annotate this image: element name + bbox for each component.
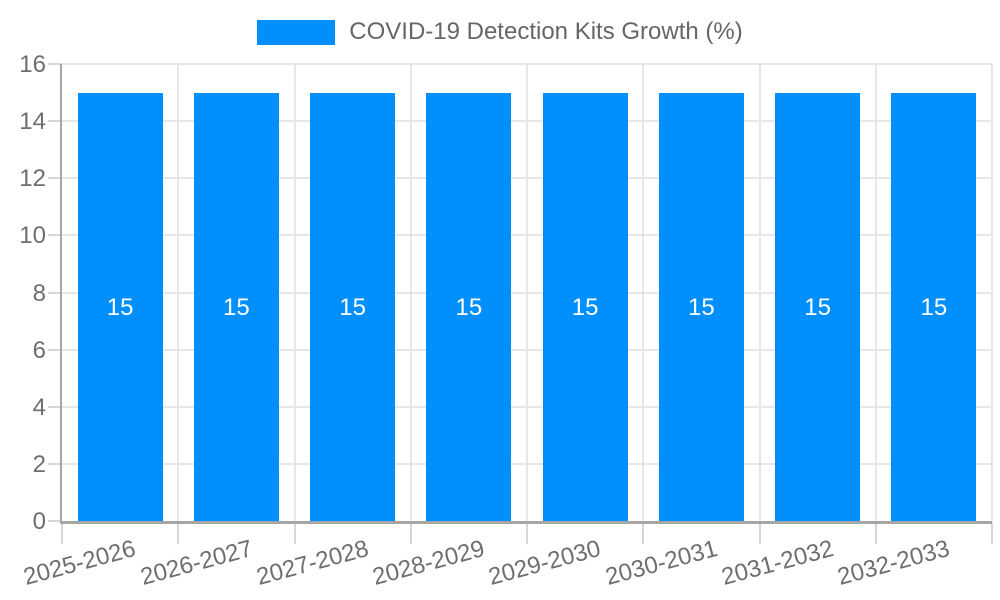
- x-axis-tick: [177, 523, 180, 544]
- bar-2028-2029[interactable]: [426, 92, 512, 521]
- y-axis-tick: [48, 520, 62, 522]
- gridline-vertical: [409, 64, 412, 521]
- x-axis-tick: [991, 523, 993, 544]
- y-axis-tick: [48, 234, 62, 237]
- y-axis-label: 16: [19, 51, 46, 78]
- bar-value-label: 15: [106, 293, 134, 321]
- x-axis-tick: [874, 523, 877, 544]
- x-axis-label: 2031-2032: [718, 535, 837, 591]
- x-axis-label: 2026-2027: [137, 535, 256, 591]
- bar-value-label: 15: [920, 293, 948, 321]
- x-axis-label: 2029-2030: [485, 535, 604, 591]
- bar-value-label: 15: [455, 293, 483, 321]
- bar-2025-2026[interactable]: [77, 92, 163, 521]
- x-axis-tick: [293, 523, 296, 544]
- y-axis-label: 12: [19, 165, 46, 193]
- legend-swatch: [257, 19, 336, 45]
- bar-value-label: 15: [339, 293, 366, 321]
- y-axis-line: [60, 64, 62, 523]
- legend-label: COVID-19 Detection Kits Growth (%): [349, 18, 743, 45]
- x-axis-tick: [642, 523, 645, 544]
- y-axis-label: 14: [19, 108, 46, 136]
- y-axis-label: 10: [19, 222, 46, 250]
- y-axis-label: 0: [32, 508, 46, 535]
- gridline-vertical: [642, 64, 645, 521]
- y-axis-tick: [48, 120, 62, 123]
- gridline-vertical: [874, 64, 877, 521]
- x-axis-label: 2025-2026: [20, 535, 139, 591]
- bar-2026-2027[interactable]: [193, 92, 279, 521]
- x-axis-baseline: [60, 521, 992, 524]
- gridline-vertical: [293, 64, 296, 521]
- x-axis-label: 2027-2028: [253, 535, 372, 591]
- bar-value-label: 15: [804, 293, 831, 321]
- y-axis-label: 6: [32, 336, 46, 364]
- gridline-vertical: [991, 64, 993, 521]
- x-axis-label: 2030-2031: [602, 535, 721, 591]
- gridline-vertical: [758, 64, 761, 521]
- y-axis-tick: [48, 462, 62, 465]
- y-axis-tick: [48, 291, 62, 294]
- y-axis-tick: [48, 405, 62, 408]
- y-axis-tick: [48, 348, 62, 351]
- bar-2032-2033[interactable]: [891, 92, 977, 521]
- gridline-vertical: [177, 64, 180, 521]
- x-axis-tick: [758, 523, 761, 544]
- x-axis-tick: [409, 523, 412, 544]
- legend[interactable]: COVID-19 Detection Kits Growth (%): [0, 17, 1000, 47]
- bar-value-label: 15: [223, 293, 250, 321]
- y-axis-tick: [48, 177, 62, 180]
- y-axis-tick: [48, 63, 62, 65]
- bar-value-label: 15: [688, 293, 715, 321]
- bar-2027-2028[interactable]: [310, 92, 396, 521]
- gridline-vertical: [526, 64, 528, 521]
- x-axis-tick: [61, 523, 63, 544]
- y-axis-label: 2: [32, 450, 46, 478]
- bar-value-label: 15: [571, 293, 599, 321]
- x-axis-tick: [526, 523, 528, 544]
- bar-2030-2031[interactable]: [658, 92, 744, 521]
- y-axis-label: 4: [32, 393, 46, 421]
- x-axis-label: 2032-2033: [834, 535, 953, 591]
- bar-2031-2032[interactable]: [775, 92, 861, 521]
- y-axis-label: 8: [32, 279, 46, 307]
- x-axis-label: 2028-2029: [369, 535, 488, 591]
- bar-2029-2030[interactable]: [542, 92, 628, 521]
